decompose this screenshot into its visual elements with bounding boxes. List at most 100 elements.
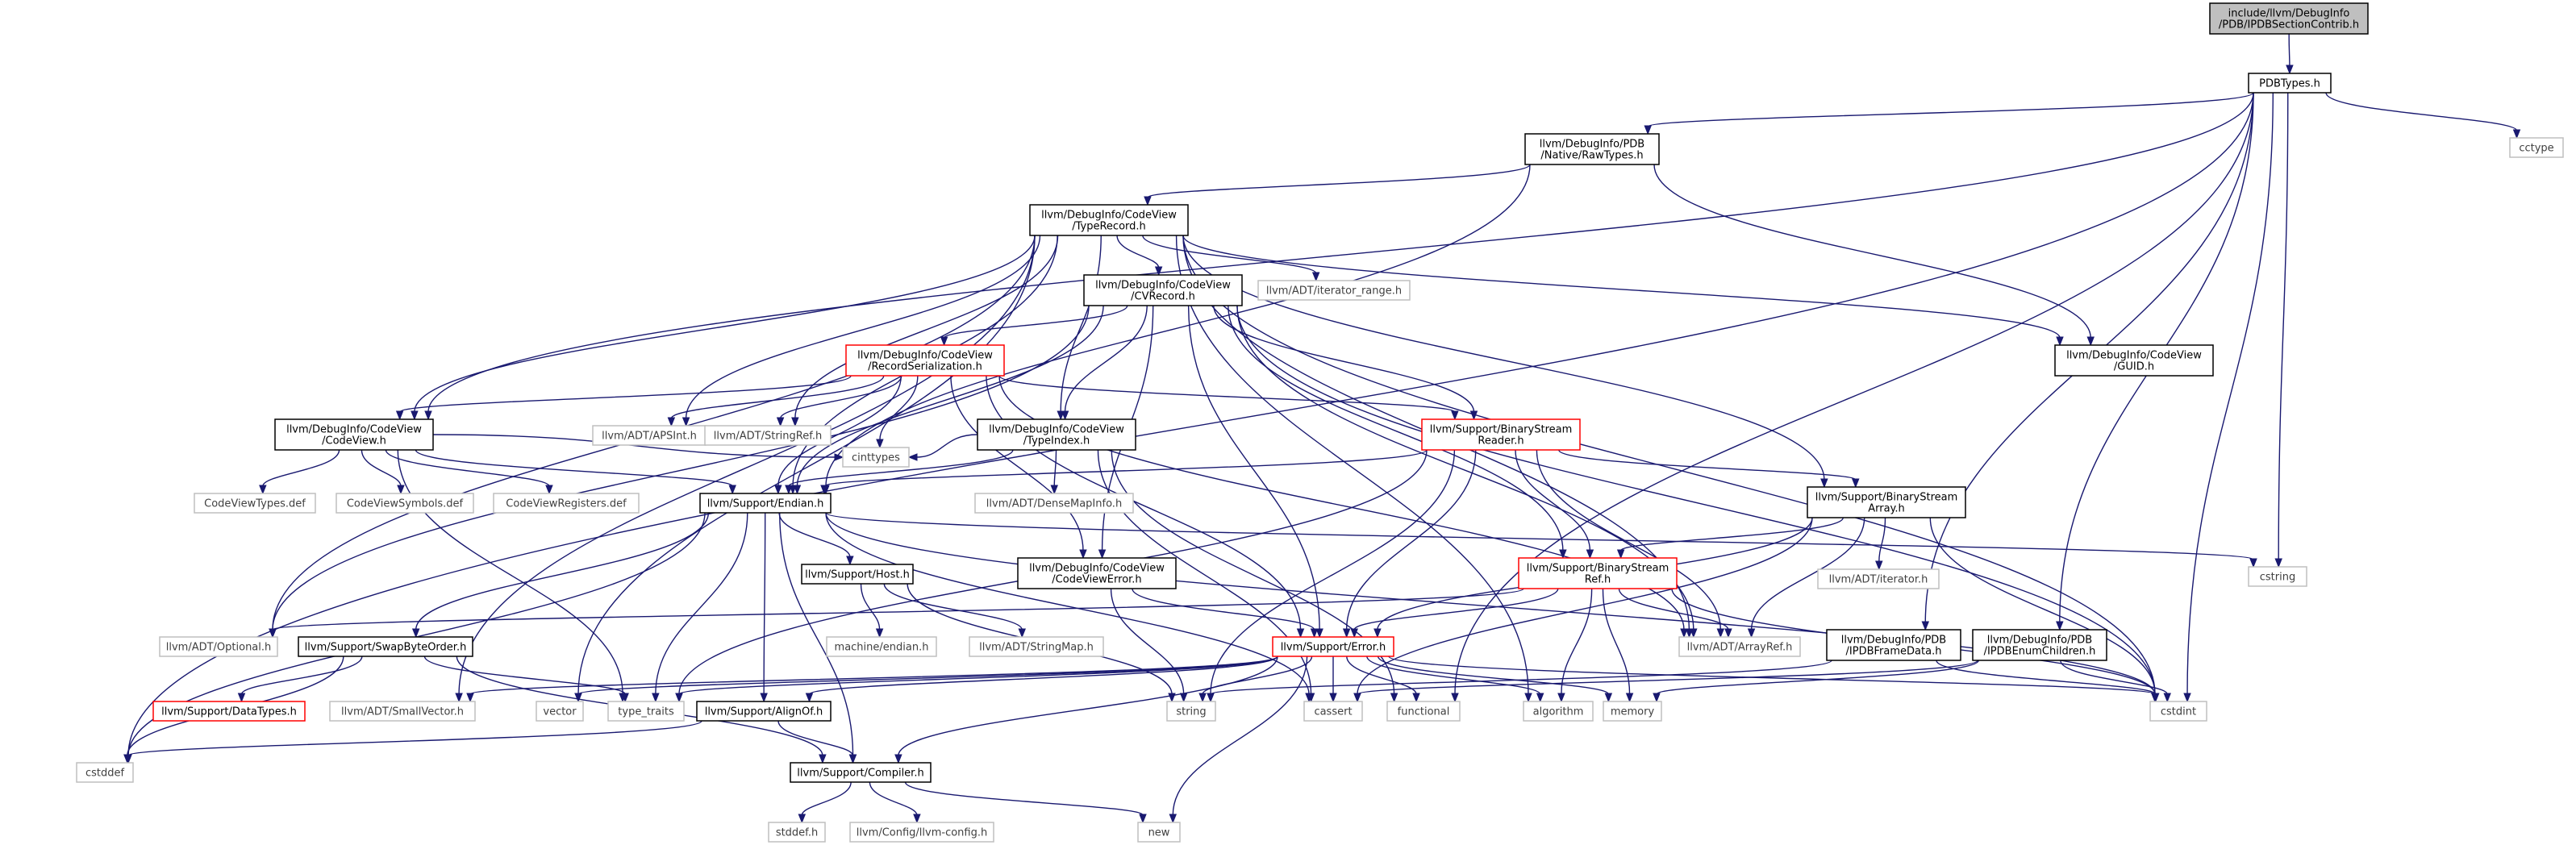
arrowhead <box>1353 693 1361 703</box>
node-framedata[interactable]: llvm/DebugInfo/PDB/IPDBFrameData.h <box>1826 629 1961 661</box>
node-cvrecord[interactable]: llvm/DebugInfo/CodeView/CVRecord.h <box>1083 274 1243 306</box>
node-label: /CodeViewError.h <box>1052 574 1141 586</box>
node-label: cinttypes <box>852 452 900 464</box>
edge-cvrecord-to-recser <box>940 305 1128 347</box>
edge-line <box>2278 92 2289 560</box>
node-alignof[interactable]: llvm/Support/AlignOf.h <box>696 701 832 722</box>
node-machendian: machine/endian.h <box>826 636 937 657</box>
node-box <box>1817 568 1940 589</box>
node-label: llvm/DebugInfo/PDB <box>1987 635 2092 647</box>
node-cverror[interactable]: llvm/DebugInfo/CodeView/CodeViewError.h <box>1017 557 1177 589</box>
edge-line <box>808 656 1278 695</box>
node-box <box>842 447 910 468</box>
edge-line <box>127 92 2254 756</box>
edge-line <box>2060 660 2168 695</box>
node-enumchildren[interactable]: llvm/DebugInfo/PDB/IPDBEnumChildren.h <box>1972 629 2107 661</box>
node-box <box>2248 73 2332 94</box>
edge-line <box>577 235 1036 695</box>
node-pdbtypes[interactable]: PDBTypes.h <box>2248 73 2332 94</box>
edge-codeview-to-cinttypes <box>432 434 844 461</box>
node-datatypes[interactable]: llvm/Support/DataTypes.h <box>152 701 306 722</box>
edge-pdbtypes-to-cstddef <box>124 92 2254 764</box>
nodes-layer: include/llvm/DebugInfo/PDB/IPDBSectionCo… <box>76 2 2564 843</box>
node-label: llvm/ADT/StringRef.h <box>714 431 822 443</box>
node-smallvector: llvm/ADT/SmallVector.h <box>329 701 476 722</box>
edge-line <box>577 656 1278 695</box>
edge-line <box>2288 33 2290 67</box>
arrowhead <box>1852 478 1860 489</box>
node-label: algorithm <box>1533 706 1584 718</box>
arrowhead <box>1875 560 1883 571</box>
node-error[interactable]: llvm/Support/Error.h <box>1272 636 1394 657</box>
node-cctype: cctype <box>2509 137 2564 158</box>
arrowhead <box>1296 628 1305 639</box>
edge-endian-to-host <box>778 512 854 566</box>
arrowhead <box>875 628 884 639</box>
arrowhead <box>760 693 768 703</box>
node-box <box>2509 137 2564 158</box>
edge-typerecord-to-cvrecord <box>1116 235 1163 277</box>
node-guid[interactable]: llvm/DebugInfo/CodeView/GUID.h <box>2054 344 2214 377</box>
node-label: /IPDBEnumChildren.h <box>1984 646 2096 658</box>
node-cstddef: cstddef <box>76 762 134 783</box>
edge-line <box>1202 656 1313 695</box>
arrowhead <box>1716 628 1725 639</box>
node-host[interactable]: llvm/Support/Host.h <box>801 564 914 585</box>
node-label: machine/endian.h <box>835 642 929 654</box>
node-label: llvm/Support/Compiler.h <box>797 768 923 780</box>
node-rawtypes[interactable]: llvm/DebugInfo/PDB/Native/RawTypes.h <box>1524 133 1660 165</box>
node-label: llvm/Support/Error.h <box>1281 642 1386 654</box>
edge-recser-to-apsint <box>667 375 885 427</box>
arrowhead <box>1451 693 1459 703</box>
node-label: include/llvm/DebugInfo <box>2228 8 2350 20</box>
node-label: llvm/DebugInfo/CodeView <box>1029 563 1165 575</box>
edge-typerecord-to-algorithm <box>1175 235 1532 703</box>
edge-root-to-pdbtypes <box>2286 33 2294 75</box>
edge-line <box>1536 449 1722 631</box>
edge-error-to-new <box>1169 656 1308 824</box>
arrowhead <box>2086 336 2095 347</box>
arrowhead <box>1451 410 1459 421</box>
node-label: Reader.h <box>1478 435 1524 447</box>
node-recser[interactable]: llvm/DebugInfo/CodeView/RecordSerializat… <box>845 344 1005 377</box>
node-cstring: cstring <box>2248 566 2307 587</box>
edge-line <box>432 434 836 458</box>
node-typerecord[interactable]: llvm/DebugInfo/CodeView/TypeRecord.h <box>1029 204 1189 236</box>
edge-codeview-to-typetraits <box>397 449 627 703</box>
edge-line <box>1454 92 2254 695</box>
node-new: new <box>1137 822 1181 843</box>
node-swapbyte[interactable]: llvm/Support/SwapByteOrder.h <box>298 636 473 657</box>
edge-line <box>860 583 881 631</box>
arrowhead <box>667 417 676 427</box>
node-label: memory <box>1611 706 1655 718</box>
node-label: llvm/DebugInfo/PDB <box>1841 635 1946 647</box>
node-label: llvm/Support/Host.h <box>805 569 910 581</box>
node-box <box>768 822 826 843</box>
edge-line <box>1377 656 1610 695</box>
arrowhead <box>820 485 828 495</box>
edge-line <box>1647 92 2254 127</box>
node-codeview[interactable]: llvm/DebugInfo/CodeView/CodeView.h <box>274 418 434 451</box>
edge-endian-to-typetraits <box>652 512 748 703</box>
arrowhead <box>424 410 432 421</box>
edge-typerecord-to-vector <box>574 235 1036 703</box>
edge-cvrecord-to-typeindex <box>1061 305 1148 421</box>
node-compiler[interactable]: llvm/Support/Compiler.h <box>790 762 932 783</box>
node-box <box>1386 701 1461 722</box>
node-box <box>696 701 832 722</box>
arrowhead <box>1350 628 1358 639</box>
node-label: llvm/DebugInfo/CodeView <box>989 424 1124 436</box>
arrowhead <box>545 485 553 495</box>
node-typeindex[interactable]: llvm/DebugInfo/CodeView/TypeIndex.h <box>977 418 1136 451</box>
node-label: llvm/DebugInfo/PDB <box>1540 139 1644 151</box>
node-box <box>845 344 1005 377</box>
node-endian[interactable]: llvm/Support/Endian.h <box>699 493 832 514</box>
edge-line <box>415 449 733 487</box>
node-label: llvm/ADT/ArrayRef.h <box>1687 642 1793 654</box>
edge-line <box>1210 449 1456 695</box>
node-label: string <box>1176 706 1206 718</box>
edge-line <box>904 781 1144 816</box>
